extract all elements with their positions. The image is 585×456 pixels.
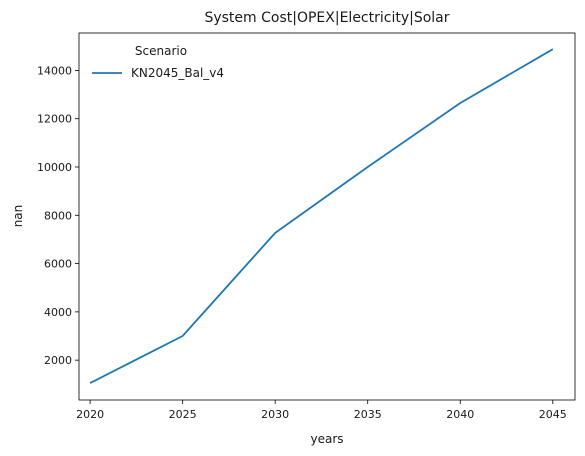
- chart-title: System Cost|OPEX|Electricity|Solar: [204, 10, 449, 26]
- plot-area: [78, 32, 576, 401]
- x-tick-label: 2040: [446, 408, 474, 421]
- x-axis: 2020 2025 2030 2035 2040 2045: [76, 400, 567, 421]
- series-layer: [89, 48, 554, 384]
- series-line-0: [89, 48, 554, 384]
- y-tick-label: 6000: [44, 258, 72, 271]
- y-tick-label: 8000: [44, 209, 72, 222]
- y-tick-label: 2000: [44, 354, 72, 367]
- y-tick-label: 4000: [44, 306, 72, 319]
- x-tick-label: 2020: [76, 408, 104, 421]
- x-tick-label: 2025: [169, 408, 197, 421]
- y-tick-label: 14000: [37, 64, 72, 77]
- y-tick-label: 10000: [37, 161, 72, 174]
- legend-title: Scenario: [135, 44, 187, 58]
- x-tick-label: 2030: [261, 408, 289, 421]
- y-axis-label: nan: [11, 205, 25, 228]
- x-tick-label: 2045: [539, 408, 567, 421]
- y-axis: 2000 4000 6000 8000 10000 12000 14000: [37, 64, 79, 367]
- x-tick-label: 2035: [354, 408, 382, 421]
- legend-entry-label: KN2045_Bal_v4: [131, 66, 224, 80]
- legend: Scenario KN2045_Bal_v4: [92, 44, 224, 80]
- y-tick-label: 12000: [37, 113, 72, 126]
- x-axis-label: years: [310, 432, 343, 446]
